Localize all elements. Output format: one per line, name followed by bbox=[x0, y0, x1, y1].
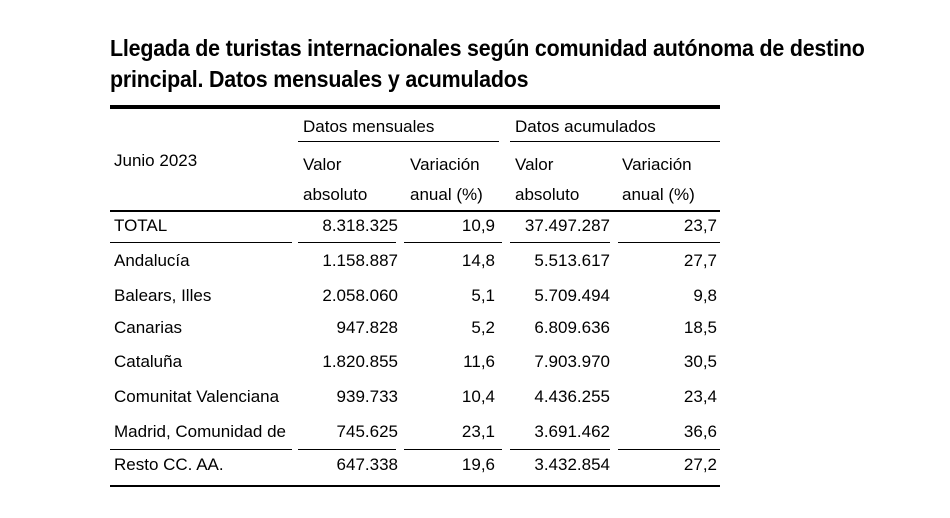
group-header-monthly: Datos mensuales bbox=[303, 117, 435, 136]
group-underline-cumulative bbox=[510, 141, 720, 142]
row-cumulative-value: 3.432.854 bbox=[534, 455, 610, 474]
row-cumulative-change: 23,4 bbox=[683, 387, 717, 406]
row-cumulative-change: 18,5 bbox=[683, 318, 717, 337]
row-region: Balears, Illes bbox=[114, 286, 212, 305]
row-cumulative-change: 30,5 bbox=[683, 352, 717, 371]
table-top-rule bbox=[110, 105, 720, 109]
row-region: Andalucía bbox=[114, 251, 190, 270]
group-header-cumulative: Datos acumulados bbox=[515, 117, 656, 136]
col-header-monthly-change-l2: anual (%) bbox=[410, 185, 483, 204]
row-cumulative-value: 5.513.617 bbox=[534, 251, 610, 270]
row-monthly-value: 947.828 bbox=[336, 318, 398, 337]
resto-rule-seg-3 bbox=[404, 449, 502, 450]
row-region: TOTAL bbox=[114, 216, 168, 235]
row-cumulative-change: 36,6 bbox=[683, 422, 717, 441]
col-header-monthly-value-l1: Valor bbox=[303, 155, 342, 174]
row-monthly-value: 8.318.325 bbox=[322, 216, 398, 235]
col-header-monthly-value-l2: absoluto bbox=[303, 185, 368, 204]
row-cumulative-change: 9,8 bbox=[693, 286, 717, 305]
group-underline-monthly bbox=[298, 141, 499, 142]
row-region: Comunitat Valenciana bbox=[114, 387, 280, 406]
table-bottom-rule bbox=[110, 485, 720, 487]
row-monthly-value: 939.733 bbox=[336, 387, 398, 406]
document-title: Llegada de turistas internacionales segú… bbox=[110, 33, 865, 95]
row-monthly-change: 10,4 bbox=[461, 387, 495, 406]
col-header-monthly-change: Variación anual (%) bbox=[410, 150, 483, 210]
row-cumulative-value: 5.709.494 bbox=[534, 286, 610, 305]
total-rule-seg-5 bbox=[618, 242, 720, 243]
title-line-1: Llegada de turistas internacionales segú… bbox=[110, 35, 865, 61]
row-monthly-change: 11,6 bbox=[463, 352, 495, 371]
col-header-cumulative-value-l2: absoluto bbox=[515, 185, 580, 204]
row-monthly-value: 647.338 bbox=[336, 455, 398, 474]
total-rule-seg-2 bbox=[298, 242, 396, 243]
row-monthly-change: 5,2 bbox=[471, 318, 495, 337]
row-region: Canarias bbox=[114, 318, 183, 337]
total-rule-seg-4 bbox=[510, 242, 610, 243]
row-monthly-change: 5,1 bbox=[471, 286, 495, 305]
row-cumulative-value: 7.903.970 bbox=[534, 352, 610, 371]
title-line-2: principal. Datos mensuales y acumulados bbox=[110, 66, 529, 92]
row-cumulative-change: 23,7 bbox=[683, 216, 717, 235]
resto-rule-seg-4 bbox=[510, 449, 610, 450]
row-monthly-value: 745.625 bbox=[336, 422, 398, 441]
row-cumulative-value: 6.809.636 bbox=[534, 318, 610, 337]
total-rule-seg-3 bbox=[404, 242, 502, 243]
period-label: Junio 2023 bbox=[114, 151, 198, 170]
row-cumulative-value: 37.497.287 bbox=[524, 216, 610, 235]
resto-rule-seg-1 bbox=[110, 449, 292, 450]
row-cumulative-value: 3.691.462 bbox=[534, 422, 610, 441]
col-header-monthly-value: Valor absoluto bbox=[303, 150, 367, 210]
resto-rule-seg-2 bbox=[298, 449, 396, 450]
col-header-cumulative-change: Variación anual (%) bbox=[622, 150, 695, 210]
col-header-cumulative-value-l1: Valor bbox=[515, 155, 554, 174]
col-header-cumulative-change-l2: anual (%) bbox=[622, 185, 695, 204]
col-header-cumulative-value: Valor absoluto bbox=[515, 150, 579, 210]
row-monthly-change: 10,9 bbox=[461, 216, 495, 235]
col-header-cumulative-change-l1: Variación bbox=[622, 155, 692, 174]
row-cumulative-change: 27,7 bbox=[683, 251, 717, 270]
row-monthly-change: 19,6 bbox=[461, 455, 495, 474]
resto-rule-seg-5 bbox=[618, 449, 720, 450]
row-region: Resto CC. AA. bbox=[114, 455, 224, 474]
col-header-monthly-change-l1: Variación bbox=[410, 155, 480, 174]
row-monthly-value: 1.820.855 bbox=[322, 352, 398, 371]
row-monthly-change: 23,1 bbox=[461, 422, 495, 441]
row-cumulative-value: 4.436.255 bbox=[534, 387, 610, 406]
header-bottom-rule bbox=[110, 210, 720, 212]
row-region: Madrid, Comunidad de bbox=[114, 422, 286, 441]
row-monthly-value: 1.158.887 bbox=[322, 251, 398, 270]
row-region: Cataluña bbox=[114, 352, 183, 371]
row-monthly-value: 2.058.060 bbox=[322, 286, 398, 305]
total-rule-seg-1 bbox=[110, 242, 292, 243]
row-cumulative-change: 27,2 bbox=[683, 455, 717, 474]
row-monthly-change: 14,8 bbox=[461, 251, 495, 270]
